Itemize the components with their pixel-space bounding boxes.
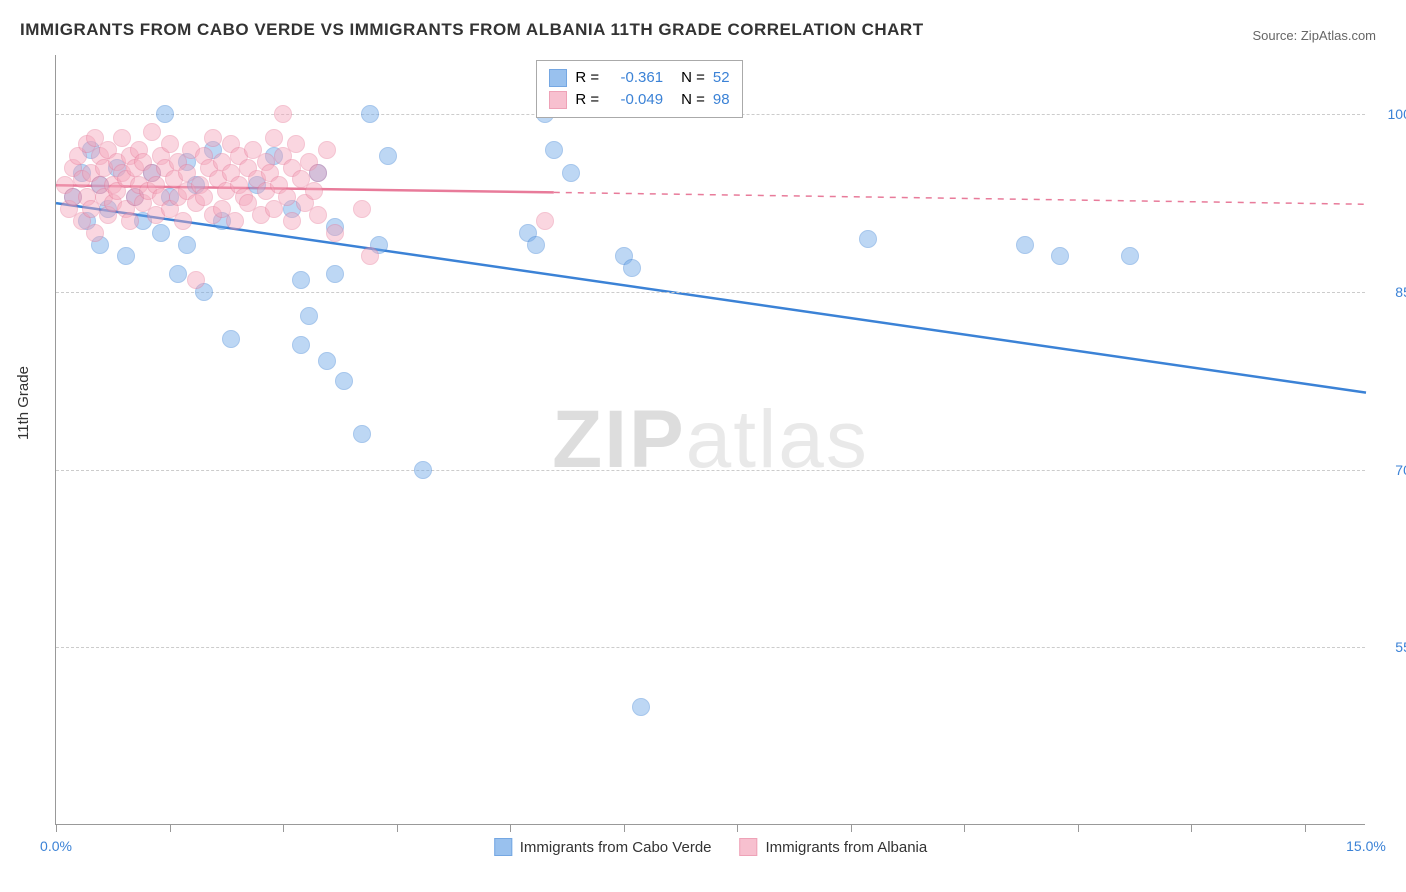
scatter-point — [86, 224, 104, 242]
y-tick-label: 100.0% — [1375, 106, 1406, 122]
scatter-point — [527, 236, 545, 254]
y-axis-label: 11th Grade — [15, 366, 32, 440]
scatter-point — [121, 212, 139, 230]
scatter-point — [318, 141, 336, 159]
x-tick — [1305, 824, 1306, 832]
legend-label: Immigrants from Cabo Verde — [520, 839, 712, 856]
y-tick-label: 70.0% — [1375, 462, 1406, 478]
legend-swatch — [549, 69, 567, 87]
x-tick — [56, 824, 57, 832]
scatter-point — [169, 265, 187, 283]
x-tick-label-end: 15.0% — [1346, 838, 1386, 854]
scatter-point — [161, 135, 179, 153]
scatter-point — [335, 372, 353, 390]
plot-area: ZIPatlas 55.0%70.0%85.0%100.0%0.0%15.0%R… — [55, 55, 1365, 825]
legend-row: R = -0.049 N = 98 — [549, 89, 729, 111]
scatter-point — [222, 330, 240, 348]
scatter-point — [414, 461, 432, 479]
scatter-point — [545, 141, 563, 159]
x-tick — [964, 824, 965, 832]
y-tick-label: 55.0% — [1375, 639, 1406, 655]
x-tick — [170, 824, 171, 832]
scatter-point — [632, 698, 650, 716]
scatter-point — [361, 105, 379, 123]
scatter-point — [379, 147, 397, 165]
scatter-point — [361, 247, 379, 265]
x-tick — [1191, 824, 1192, 832]
legend-row: R = -0.361 N = 52 — [549, 67, 729, 89]
n-label: N = — [681, 67, 705, 89]
scatter-point — [353, 200, 371, 218]
legend-swatch — [740, 838, 758, 856]
scatter-point — [318, 352, 336, 370]
scatter-point — [156, 105, 174, 123]
x-tick-label-start: 0.0% — [40, 838, 72, 854]
scatter-point — [536, 212, 554, 230]
r-label: R = — [575, 89, 599, 111]
scatter-point — [309, 164, 327, 182]
r-value: -0.049 — [607, 89, 663, 111]
legend-label: Immigrants from Albania — [766, 839, 928, 856]
scatter-point — [562, 164, 580, 182]
trend-line — [56, 203, 1366, 393]
x-tick — [397, 824, 398, 832]
x-tick — [737, 824, 738, 832]
scatter-point — [292, 336, 310, 354]
series-legend: Immigrants from Cabo Verde Immigrants fro… — [494, 838, 927, 856]
scatter-point — [326, 224, 344, 242]
scatter-point — [292, 271, 310, 289]
legend-item: Immigrants from Cabo Verde — [494, 838, 712, 856]
n-label: N = — [681, 89, 705, 111]
scatter-point — [152, 224, 170, 242]
scatter-point — [174, 212, 192, 230]
scatter-point — [265, 129, 283, 147]
n-value: 98 — [713, 89, 730, 111]
r-label: R = — [575, 67, 599, 89]
scatter-point — [305, 182, 323, 200]
scatter-point — [274, 105, 292, 123]
x-tick — [624, 824, 625, 832]
scatter-point — [204, 129, 222, 147]
scatter-point — [1121, 247, 1139, 265]
x-tick — [1078, 824, 1079, 832]
scatter-point — [1051, 247, 1069, 265]
legend-swatch — [494, 838, 512, 856]
scatter-point — [623, 259, 641, 277]
scatter-point — [353, 425, 371, 443]
legend-swatch — [549, 91, 567, 109]
scatter-point — [187, 271, 205, 289]
r-value: -0.361 — [607, 67, 663, 89]
x-tick — [283, 824, 284, 832]
x-tick — [510, 824, 511, 832]
scatter-point — [226, 212, 244, 230]
scatter-point — [287, 135, 305, 153]
chart-title: IMMIGRANTS FROM CABO VERDE VS IMMIGRANTS… — [20, 20, 924, 40]
scatter-point — [143, 123, 161, 141]
scatter-point — [859, 230, 877, 248]
scatter-point — [113, 129, 131, 147]
source-label: Source: ZipAtlas.com — [1252, 28, 1376, 43]
y-tick-label: 85.0% — [1375, 284, 1406, 300]
gridline — [56, 470, 1365, 471]
scatter-point — [300, 307, 318, 325]
scatter-point — [1016, 236, 1034, 254]
gridline — [56, 647, 1365, 648]
scatter-point — [117, 247, 135, 265]
x-tick — [851, 824, 852, 832]
correlation-legend: R = -0.361 N = 52 R = -0.049 N = 98 — [536, 60, 742, 118]
scatter-point — [195, 188, 213, 206]
scatter-point — [309, 206, 327, 224]
trend-line — [554, 192, 1366, 204]
legend-item: Immigrants from Albania — [740, 838, 928, 856]
gridline — [56, 292, 1365, 293]
scatter-point — [278, 188, 296, 206]
scatter-point — [326, 265, 344, 283]
scatter-point — [283, 212, 301, 230]
scatter-point — [178, 236, 196, 254]
n-value: 52 — [713, 67, 730, 89]
